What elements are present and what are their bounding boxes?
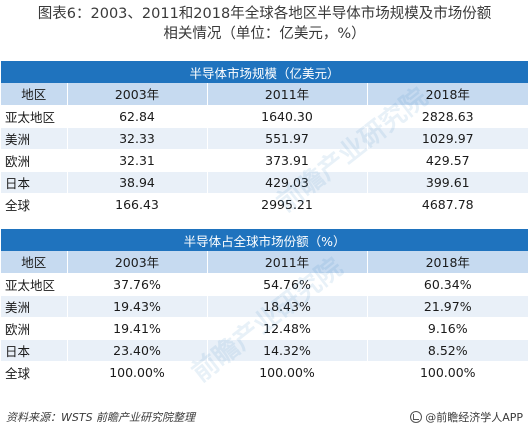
region-cell: 日本 [1,339,68,362]
value-cell: 399.61 [367,171,529,194]
market-share-table: 半导体占全球市场份额（%） 地区 2003年 2011年 2018年 亚太地区 … [1,229,529,384]
table-row: 亚太地区 62.84 1640.30 2828.63 [1,105,529,128]
value-cell: 54.76% [207,273,368,296]
value-cell: 100.00% [207,361,368,384]
region-cell: 亚太地区 [1,105,68,128]
region-cell: 欧洲 [1,149,68,172]
value-cell: 373.91 [207,149,368,172]
page-title: 图表6：2003、2011和2018年全球各地区半导体市场规模及市场份额 相关情… [0,4,529,44]
region-cell: 全球 [1,361,68,384]
value-cell: 1640.30 [207,105,368,128]
table-row: 美洲 19.43% 18.43% 21.97% [1,295,529,318]
market-share-banner: 半导体占全球市场份额（%） [1,229,529,251]
column-header-2003: 2003年 [67,251,208,274]
value-cell: 18.43% [207,295,368,318]
value-cell: 12.48% [207,317,368,340]
column-header-2011: 2011年 [207,251,368,274]
value-cell: 4687.78 [367,193,529,216]
table-row-total: 全球 166.43 2995.21 4687.78 [1,193,529,216]
market-size-banner: 半导体市场规模（亿美元） [1,61,529,83]
value-cell: 62.84 [67,105,208,128]
table-row: 欧洲 19.41% 12.48% 9.16% [1,317,529,340]
brand-credit-text: @前瞻经济学人APP [425,411,523,424]
column-header-region: 地区 [1,251,68,274]
value-cell: 1029.97 [367,127,529,150]
table-row-total: 全球 100.00% 100.00% 100.00% [1,361,529,384]
value-cell: 100.00% [367,361,529,384]
value-cell: 9.16% [367,317,529,340]
column-header-2018: 2018年 [367,83,529,106]
column-header-2003: 2003年 [67,83,208,106]
value-cell: 32.33 [67,127,208,150]
column-header-region: 地区 [1,83,68,106]
value-cell: 19.43% [67,295,208,318]
title-line-1: 图表6：2003、2011和2018年全球各地区半导体市场规模及市场份额 [37,6,492,22]
region-cell: 日本 [1,171,68,194]
value-cell: 14.32% [207,339,368,362]
value-cell: 19.41% [67,317,208,340]
value-cell: 2995.21 [207,193,368,216]
market-size-table: 半导体市场规模（亿美元） 地区 2003年 2011年 2018年 亚太地区 6… [1,61,529,216]
value-cell: 23.40% [67,339,208,362]
value-cell: 8.52% [367,339,529,362]
table-header-row: 地区 2003年 2011年 2018年 [1,83,529,106]
value-cell: 100.00% [67,361,208,384]
region-cell: 欧洲 [1,317,68,340]
region-cell: 美洲 [1,295,68,318]
value-cell: 32.31 [67,149,208,172]
table-row: 日本 38.94 429.03 399.61 [1,171,529,194]
value-cell: 429.03 [207,171,368,194]
table-row: 美洲 32.33 551.97 1029.97 [1,127,529,150]
value-cell: 2828.63 [367,105,529,128]
column-header-2011: 2011年 [207,83,368,106]
title-line-2: 相关情况（单位：亿美元，%） [163,26,366,42]
value-cell: 551.97 [207,127,368,150]
value-cell: 166.43 [67,193,208,216]
value-cell: 60.34% [367,273,529,296]
table-header-row: 地区 2003年 2011年 2018年 [1,251,529,274]
value-cell: 37.76% [67,273,208,296]
region-cell: 全球 [1,193,68,216]
table-row: 日本 23.40% 14.32% 8.52% [1,339,529,362]
region-cell: 亚太地区 [1,273,68,296]
value-cell: 21.97% [367,295,529,318]
column-header-2018: 2018年 [367,251,529,274]
value-cell: 429.57 [367,149,529,172]
brand-credit: @前瞻经济学人APP [410,409,523,425]
brand-logo-icon [410,411,423,423]
source-note: 资料来源：WSTS 前瞻产业研究院整理 [6,411,196,424]
table-row: 欧洲 32.31 373.91 429.57 [1,149,529,172]
table-row: 亚太地区 37.76% 54.76% 60.34% [1,273,529,296]
value-cell: 38.94 [67,171,208,194]
region-cell: 美洲 [1,127,68,150]
